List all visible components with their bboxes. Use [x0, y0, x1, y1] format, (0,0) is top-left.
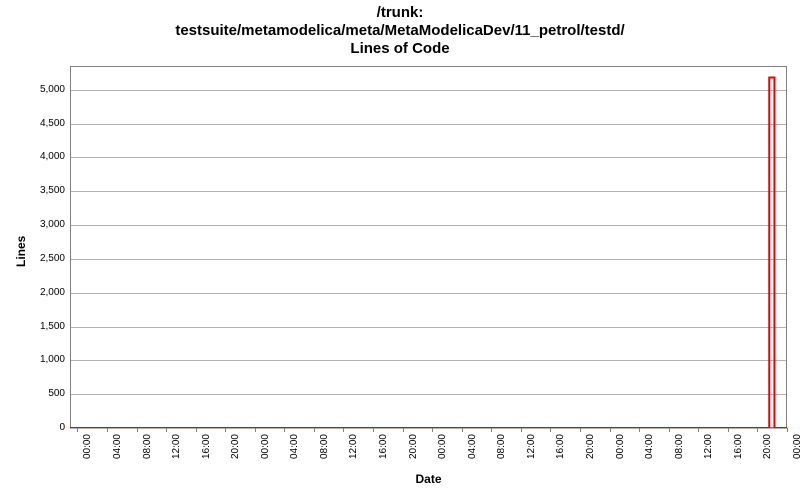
x-tick-mark: [491, 428, 492, 432]
x-tick-label: 08:00: [142, 434, 153, 500]
y-gridline: [70, 327, 787, 328]
y-tick-label: 2,500: [15, 253, 65, 264]
y-gridline: [70, 259, 787, 260]
x-tick-label: 20:00: [585, 434, 596, 500]
y-gridline: [70, 428, 787, 429]
x-tick-label: 12:00: [171, 434, 182, 500]
x-tick-label: 12:00: [703, 434, 714, 500]
x-tick-label: 12:00: [526, 434, 537, 500]
x-tick-label: 04:00: [289, 434, 300, 500]
x-tick-mark: [669, 428, 670, 432]
x-tick-mark: [757, 428, 758, 432]
x-tick-label: 04:00: [644, 434, 655, 500]
x-tick-label: 00:00: [82, 434, 93, 500]
x-tick-mark: [403, 428, 404, 432]
x-tick-label: 20:00: [408, 434, 419, 500]
x-tick-label: 20:00: [230, 434, 241, 500]
x-tick-mark: [580, 428, 581, 432]
x-tick-label: 20:00: [762, 434, 773, 500]
x-tick-label: 16:00: [201, 434, 212, 500]
x-tick-mark: [255, 428, 256, 432]
y-tick-label: 0: [15, 422, 65, 433]
x-tick-mark: [698, 428, 699, 432]
y-tick-label: 500: [15, 388, 65, 399]
x-tick-label: 04:00: [112, 434, 123, 500]
x-tick-label: 00:00: [615, 434, 626, 500]
x-tick-mark: [196, 428, 197, 432]
x-axis-label: Date: [379, 472, 479, 486]
x-tick-mark: [284, 428, 285, 432]
x-tick-mark: [639, 428, 640, 432]
x-tick-label: 12:00: [348, 434, 359, 500]
y-gridline: [70, 191, 787, 192]
y-gridline: [70, 293, 787, 294]
x-tick-mark: [610, 428, 611, 432]
y-tick-label: 3,500: [15, 185, 65, 196]
x-tick-mark: [314, 428, 315, 432]
x-tick-label: 16:00: [733, 434, 744, 500]
x-tick-label: 08:00: [674, 434, 685, 500]
plot-area: [70, 66, 787, 428]
x-tick-label: 00:00: [792, 434, 800, 500]
x-tick-label: 08:00: [496, 434, 507, 500]
x-tick-mark: [343, 428, 344, 432]
x-tick-mark: [225, 428, 226, 432]
x-tick-label: 00:00: [260, 434, 271, 500]
x-tick-mark: [550, 428, 551, 432]
x-tick-mark: [107, 428, 108, 432]
x-tick-label: 16:00: [378, 434, 389, 500]
y-tick-label: 5,000: [15, 84, 65, 95]
x-tick-label: 00:00: [437, 434, 448, 500]
y-tick-label: 3,000: [15, 219, 65, 230]
chart-container: /trunk: testsuite/metamodelica/meta/Meta…: [0, 0, 800, 500]
x-tick-label: 16:00: [555, 434, 566, 500]
x-tick-mark: [137, 428, 138, 432]
x-tick-mark: [373, 428, 374, 432]
y-tick-label: 4,500: [15, 118, 65, 129]
y-tick-label: 1,000: [15, 354, 65, 365]
y-tick-label: 2,000: [15, 287, 65, 298]
y-tick-label: 4,000: [15, 151, 65, 162]
x-tick-label: 04:00: [467, 434, 478, 500]
y-gridline: [70, 124, 787, 125]
x-tick-mark: [166, 428, 167, 432]
chart-title: /trunk: testsuite/metamodelica/meta/Meta…: [0, 4, 800, 58]
y-tick-label: 1,500: [15, 321, 65, 332]
x-tick-label: 08:00: [319, 434, 330, 500]
y-gridline: [70, 90, 787, 91]
x-tick-mark: [432, 428, 433, 432]
x-tick-mark: [462, 428, 463, 432]
y-gridline: [70, 157, 787, 158]
x-tick-mark: [77, 428, 78, 432]
y-gridline: [70, 360, 787, 361]
y-gridline: [70, 225, 787, 226]
x-tick-mark: [521, 428, 522, 432]
x-tick-mark: [728, 428, 729, 432]
y-gridline: [70, 394, 787, 395]
x-tick-mark: [787, 428, 788, 432]
